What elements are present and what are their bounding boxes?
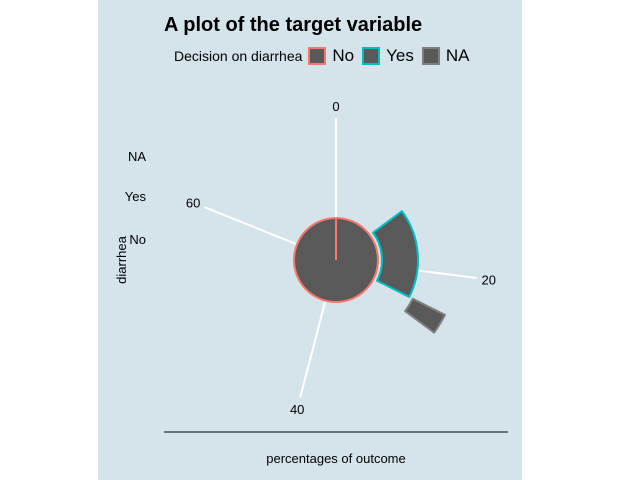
chart-title: A plot of the target variable: [164, 14, 423, 36]
legend-title: Decision on diarrhea: [174, 48, 303, 64]
legend-item-na: NA: [421, 46, 470, 66]
legend-label-no: No: [332, 46, 355, 65]
legend-label-na: NA: [445, 46, 470, 65]
legend-swatch-na: [421, 47, 440, 65]
angle-tick-label-20: 20: [482, 273, 496, 288]
bar-na: [404, 297, 446, 334]
tick-labels: 0 20 40 60 No Yes NA: [125, 99, 496, 417]
bar-yes: [371, 210, 419, 298]
legend: Decision on diarrhea No Yes NA: [174, 44, 478, 68]
radial-tick-label-yes: Yes: [125, 189, 147, 204]
legend-item-no: No: [308, 46, 354, 66]
legend-swatch-yes: [362, 47, 381, 65]
bars: [293, 210, 446, 334]
legend-item-yes: Yes: [362, 46, 414, 66]
angle-tick-label-40: 40: [290, 402, 304, 417]
radial-tick-label-na: NA: [128, 149, 146, 164]
radial-tick-label-no: No: [129, 232, 146, 247]
legend-swatch-no: [308, 47, 327, 65]
x-axis-title: percentages of outcome: [266, 451, 405, 466]
angle-tick-label-60: 60: [186, 196, 200, 211]
legend-label-yes: Yes: [386, 46, 414, 65]
y-axis-title: diarrhea: [114, 235, 129, 283]
angle-tick-label-0: 0: [332, 99, 339, 114]
